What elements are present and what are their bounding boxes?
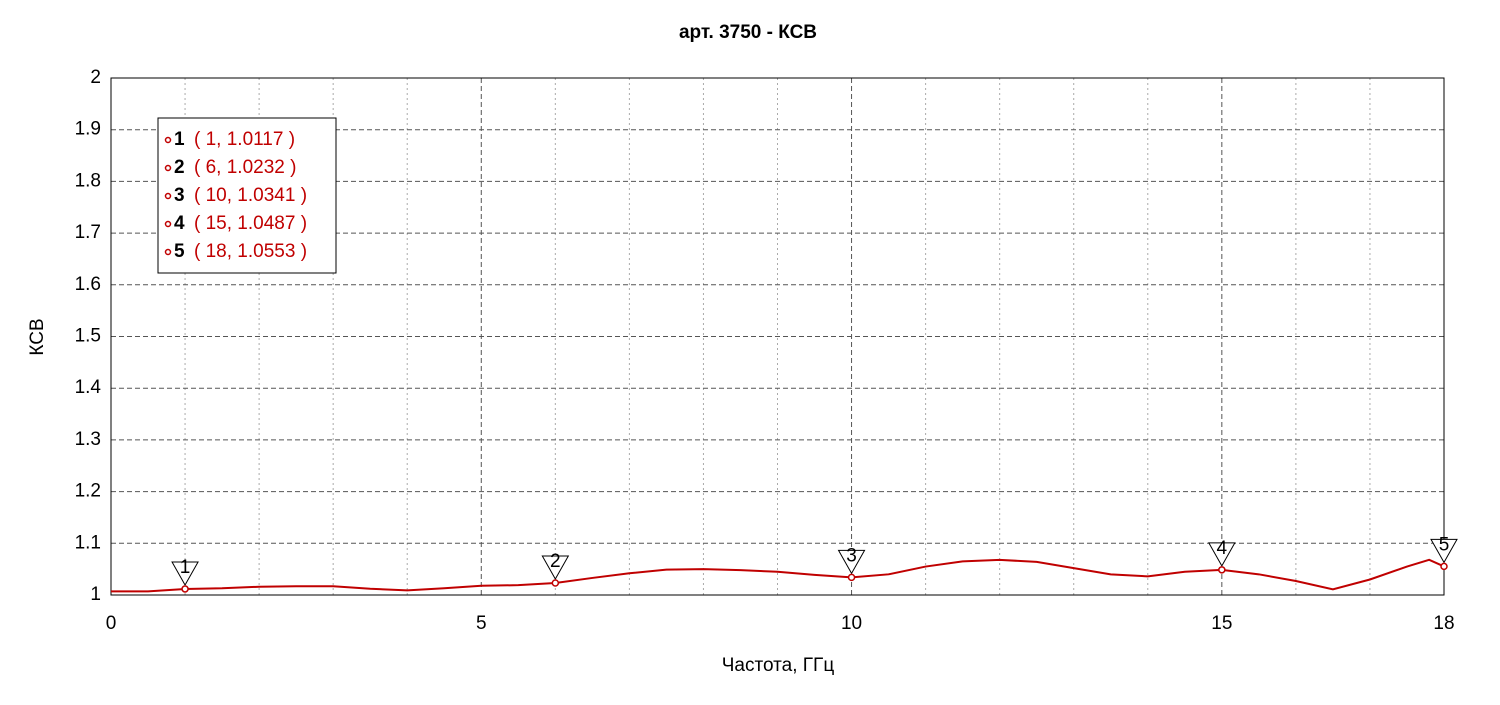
- chart-title: арт. 3750 - КСВ: [679, 22, 817, 43]
- marker-point: [1440, 562, 1448, 571]
- legend-dot: [164, 192, 172, 200]
- marker-flag-label: 1: [180, 557, 191, 578]
- legend-text: ( 18, 1.0553 ): [194, 241, 307, 262]
- legend-dot: [164, 220, 172, 228]
- legend-label: 3: [174, 185, 185, 206]
- plot-frame: [110, 77, 1445, 596]
- marker-point: [551, 579, 560, 587]
- y-tick-label: 1.8: [75, 170, 101, 191]
- marker-flag-label: 4: [1217, 538, 1228, 559]
- marker-point: [181, 585, 189, 593]
- marker-point: [1218, 566, 1226, 574]
- marker-flag: [171, 561, 199, 586]
- marker-flag: [837, 549, 866, 575]
- legend-text: ( 10, 1.0341 ): [194, 185, 307, 206]
- data-line: [111, 558, 1445, 593]
- y-tick-label: 1.2: [75, 481, 101, 502]
- x-axis-label: Частота, ГГц: [722, 655, 835, 676]
- x-tick-label: 5: [476, 613, 487, 634]
- marker-flag: [1430, 538, 1458, 564]
- marker-flag-label: 3: [846, 545, 857, 566]
- marker-flag-label: 5: [1439, 534, 1450, 555]
- legend-text: ( 6, 1.0232 ): [194, 157, 296, 178]
- y-tick-label: 1: [90, 584, 101, 605]
- y-tick-label: 1.3: [75, 429, 101, 450]
- legend-label: 5: [174, 241, 185, 262]
- y-tick-label: 2: [90, 67, 101, 88]
- y-tick-label: 1.9: [75, 119, 101, 140]
- marker-point: [847, 573, 856, 582]
- y-tick-label: 1.6: [75, 274, 101, 295]
- y-axis-label: КСВ: [27, 318, 48, 355]
- y-tick-label: 1.5: [75, 326, 101, 347]
- y-tick-label: 1.7: [75, 222, 101, 243]
- y-tick-label: 1.4: [75, 377, 102, 398]
- x-tick-label: 10: [841, 613, 862, 634]
- x-tick-label: 15: [1211, 613, 1232, 634]
- legend-text: ( 1, 1.0117 ): [194, 129, 295, 150]
- legend-text: ( 15, 1.0487 ): [194, 213, 307, 234]
- legend-dot: [164, 164, 172, 172]
- marker-flag-label: 2: [550, 551, 561, 572]
- marker-flag: [541, 555, 570, 581]
- legend-label: 4: [174, 213, 185, 234]
- y-tick-label: 1.1: [75, 532, 101, 553]
- legend-label: 2: [174, 157, 185, 178]
- legend-dot: [164, 248, 172, 256]
- x-tick-label: 0: [106, 613, 117, 634]
- legend-dot: [164, 136, 172, 144]
- legend-label: 1: [174, 129, 185, 150]
- legend-box: [157, 117, 337, 274]
- marker-flag: [1207, 542, 1236, 567]
- x-tick-label: 18: [1433, 613, 1454, 634]
